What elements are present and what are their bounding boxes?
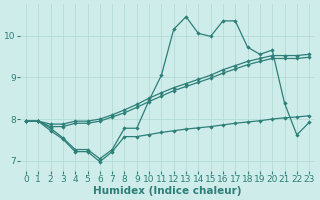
X-axis label: Humidex (Indice chaleur): Humidex (Indice chaleur) bbox=[93, 186, 242, 196]
